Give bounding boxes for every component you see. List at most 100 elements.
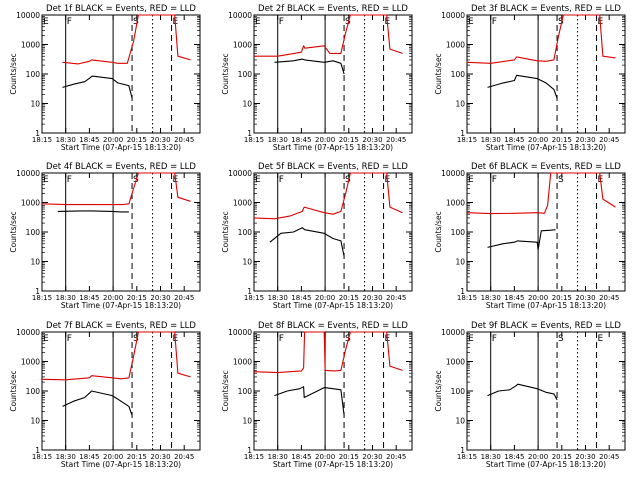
subplot-1: Det 1f BLACK = Events, RED = LLD 1 10 100 10… (9, 4, 201, 152)
y-tick-label: 1000 (446, 41, 465, 50)
x-tick-label: 20:00 (528, 294, 548, 302)
y-tick-label: 100 (238, 387, 253, 396)
x-tick-label: 20:15 (552, 453, 572, 461)
x-tick-label: 18:30 (481, 294, 501, 302)
x-tick-label: 18:45 (79, 136, 99, 144)
x-tick-label: 20:45 (174, 453, 194, 461)
x-tick-label: 20:45 (386, 294, 406, 302)
x-axis-label: Start Time (07-Apr-15 18:13:20) (273, 460, 393, 469)
x-tick-label: 20:00 (315, 136, 335, 144)
x-tick-label: 18:15 (457, 136, 477, 144)
x-tick-label: 18:45 (504, 453, 524, 461)
x-tick-label: 20:15 (552, 136, 572, 144)
subplot-4: Det 4f BLACK = Events, RED = LLD 1 10 100 10… (9, 162, 201, 310)
subplot-3: Det 3f BLACK = Events, RED = LLD 1 10 100 10… (434, 4, 626, 152)
event-marker-label: S (558, 334, 564, 344)
x-tick-label: 20:45 (599, 294, 619, 302)
y-tick-label: 1000 (233, 41, 252, 50)
x-tick-label: 20:30 (362, 453, 382, 461)
x-tick-label: 18:15 (244, 136, 264, 144)
x-tick-label: 18:45 (291, 453, 311, 461)
y-tick-label: 100 (26, 70, 41, 79)
x-tick-label: 18:15 (32, 453, 52, 461)
y-tick-label: 10 (455, 258, 465, 267)
event-marker-label: E (468, 17, 474, 27)
x-tick-label: 18:15 (32, 136, 52, 144)
series-events-line (487, 383, 558, 401)
event-marker-label: S (133, 17, 139, 27)
y-tick-label: 10000 (228, 328, 252, 337)
x-tick-label: 18:15 (244, 294, 264, 302)
subplot-8: Det 8f BLACK = Events, RED = LLD 1 10 100 10… (221, 321, 413, 469)
x-axis-label: Start Time (07-Apr-15 18:13:20) (486, 143, 606, 152)
y-tick-label: 100 (451, 387, 466, 396)
plot-title: Det 2f BLACK = Events, RED = LLD (258, 4, 408, 14)
y-tick-label: 100 (238, 70, 253, 79)
event-marker-label: F (279, 175, 284, 185)
y-tick-label: 10 (455, 100, 465, 109)
y-axis-label: Counts/sec (9, 370, 18, 411)
x-tick-label: 20:00 (103, 453, 123, 461)
plot-title: Det 3f BLACK = Events, RED = LLD (471, 4, 621, 14)
y-tick-label: 1000 (233, 358, 252, 367)
series-events-line (274, 58, 345, 75)
x-tick-label: 18:30 (56, 136, 76, 144)
y-tick-label: 1 (35, 129, 40, 138)
y-tick-label: 1000 (446, 358, 465, 367)
x-tick-label: 18:45 (504, 136, 524, 144)
y-tick-label: 10000 (228, 169, 252, 178)
x-tick-label: 20:30 (150, 136, 170, 144)
event-marker-label: E (43, 175, 49, 185)
plot-title: Det 1f BLACK = Events, RED = LLD (46, 4, 196, 14)
y-tick-label: 10000 (16, 11, 40, 20)
x-tick-label: 20:30 (575, 294, 595, 302)
y-tick-label: 100 (26, 387, 41, 396)
x-tick-label: 20:15 (127, 136, 147, 144)
y-tick-label: 1 (247, 129, 252, 138)
x-tick-label: 20:00 (528, 453, 548, 461)
subplot-9: Det 9f BLACK = Events, RED = LLD 1 10 100 10… (434, 321, 626, 469)
x-tick-label: 20:30 (575, 136, 595, 144)
y-tick-label: 10 (455, 417, 465, 426)
x-tick-label: 18:30 (56, 294, 76, 302)
event-marker-label: E (43, 17, 49, 27)
y-tick-label: 10000 (441, 11, 465, 20)
x-tick-label: 20:30 (362, 294, 382, 302)
x-tick-label: 18:30 (481, 453, 501, 461)
x-tick-label: 18:30 (56, 453, 76, 461)
y-axis-label: Counts/sec (9, 211, 18, 252)
x-tick-label: 20:15 (127, 453, 147, 461)
y-tick-label: 10 (30, 258, 40, 267)
event-marker-label: F (492, 17, 497, 27)
y-tick-label: 10 (30, 100, 40, 109)
y-tick-label: 1 (460, 129, 465, 138)
x-tick-label: 18:30 (481, 136, 501, 144)
event-marker-label: E (468, 175, 474, 185)
y-tick-label: 1 (460, 287, 465, 296)
event-marker-label: S (558, 17, 564, 27)
x-axis-label: Start Time (07-Apr-15 18:13:20) (61, 301, 181, 310)
x-tick-label: 18:45 (79, 294, 99, 302)
y-tick-label: 1000 (21, 41, 40, 50)
y-tick-label: 10 (242, 100, 252, 109)
series-lld-line (466, 14, 616, 64)
x-tick-label: 20:00 (103, 136, 123, 144)
series-events-line (57, 210, 129, 213)
series-events-line (487, 74, 558, 99)
x-axis-label: Start Time (07-Apr-15 18:13:20) (273, 301, 393, 310)
y-tick-label: 1 (460, 446, 465, 455)
x-tick-label: 20:45 (599, 453, 619, 461)
series-lld-line (41, 172, 191, 206)
x-tick-label: 20:45 (174, 136, 194, 144)
y-axis-label: Counts/sec (434, 53, 443, 94)
y-tick-label: 10000 (228, 11, 252, 20)
plot-title: Det 4f BLACK = Events, RED = LLD (46, 162, 196, 172)
event-marker-label: E (468, 334, 474, 344)
event-marker-label: S (133, 334, 139, 344)
x-tick-label: 18:30 (268, 294, 288, 302)
x-tick-label: 20:45 (386, 453, 406, 461)
y-axis-label: Counts/sec (434, 370, 443, 411)
event-marker-label: E (255, 17, 261, 27)
x-tick-label: 18:45 (79, 453, 99, 461)
y-tick-label: 1 (247, 287, 252, 296)
